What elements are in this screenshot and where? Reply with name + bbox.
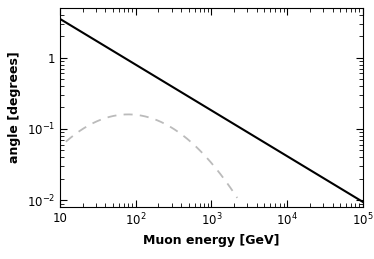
Y-axis label: angle [degrees]: angle [degrees] [8,52,21,163]
X-axis label: Muon energy [GeV]: Muon energy [GeV] [143,234,279,247]
